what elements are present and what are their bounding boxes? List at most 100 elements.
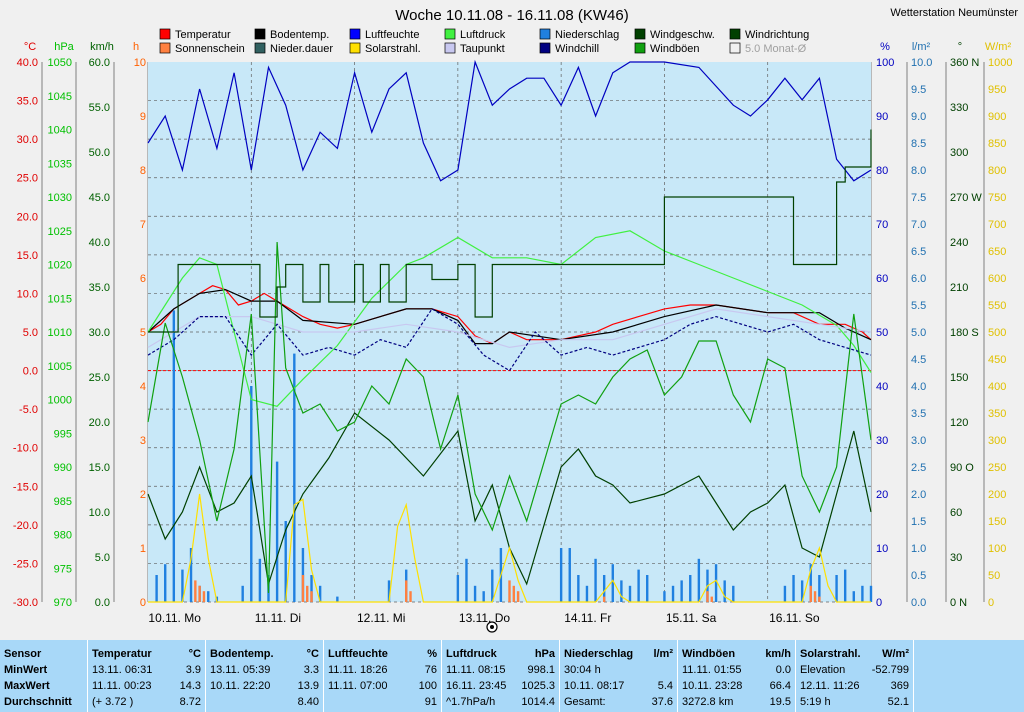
stats-value: 0.0 (775, 664, 791, 676)
legend-swatch (539, 28, 551, 40)
stats-value: 13.9 (297, 680, 319, 692)
stats-header: Temperatur °C (92, 646, 201, 662)
series-windben (147, 241, 872, 594)
axis-tick-label: 80 (876, 165, 888, 177)
bar-niederschlag (818, 575, 821, 602)
stats-header: Solarstrahl. W/m² (800, 646, 909, 662)
bar-niederschlag (792, 575, 795, 602)
bar-niederschlag (293, 353, 296, 602)
stats-row: 11.11. 07:00 100 (328, 678, 437, 694)
bar-niederschlag (611, 564, 614, 602)
bar-niederschlag (482, 591, 485, 602)
axis-tick-label: 990 (54, 462, 72, 474)
axis-tick-label: -15.0 (13, 481, 38, 493)
x-axis-labels: 10.11. Mo 11.11. Di 12.11. Mi 13.11. Do 14.1… (148, 611, 820, 625)
legend: Temperatur Sonnenschein Bodentemp. Nieder.d… (159, 28, 809, 55)
stats-value: 100 (418, 680, 437, 692)
axis-tick-label: 10.0 (89, 507, 110, 519)
legend-label: Solarstrahl. (365, 43, 421, 55)
axis-tick-label: 0.5 (911, 570, 926, 582)
axis-tick-label: 330 (950, 102, 968, 114)
axis-tick-label: -30.0 (13, 597, 38, 609)
stats-cell: (+ 3.72 ) (92, 696, 134, 708)
stats-cell: Elevation (800, 664, 846, 676)
stats-row: 8.40 (210, 694, 319, 710)
bar-niederschlag (465, 558, 468, 602)
bar-sonnenschein (809, 585, 812, 602)
legend-swatch (349, 28, 361, 40)
stats-cell: MinWert (4, 664, 48, 676)
axis-tick-label: 45.0 (89, 192, 110, 204)
stats-cell: 11.11. 01:55 (682, 664, 742, 676)
stats-value: 5.4 (657, 680, 673, 692)
bar-niederschlag (723, 580, 726, 602)
bar-sonnenschein (602, 596, 606, 602)
axis-tick-label: 1000 (48, 395, 72, 407)
axis-tick-label: 360 N (950, 57, 979, 69)
bar-niederschlag (783, 585, 787, 602)
stats-value: 8.72 (179, 696, 201, 708)
axis-tick-label: 550 (988, 300, 1006, 312)
bar-niederschlag (852, 591, 855, 602)
stats-row: 3272.8 km 19.5 (682, 694, 791, 710)
legend-swatch (539, 42, 551, 54)
station-name: Wetterstation Neumünster (890, 7, 1018, 19)
axis-tick-label: 90 O (950, 462, 974, 474)
legend-swatch (729, 28, 741, 40)
axis-tick-label: 970 (54, 597, 72, 609)
axis-title-kmh: km/h (90, 41, 114, 53)
stats-header: Luftdruck hPa (446, 646, 555, 662)
bar-sonnenschein (301, 575, 305, 602)
axis-tick-label: 180 S (950, 327, 979, 339)
bar-niederschlag (628, 585, 632, 602)
legend-label: 5.0 Monat-Ø (745, 43, 807, 55)
axis-tick-label: 20 (876, 489, 888, 501)
axis-tick-label: 750 (988, 192, 1006, 204)
bar-niederschlag (861, 585, 864, 602)
axis-tick-label: 975 (54, 563, 72, 575)
axis-tick-label: 6 (140, 273, 146, 285)
bar-niederschlag (284, 521, 287, 602)
axis-tick-label: 30.0 (17, 134, 38, 146)
axis-tick-label: 0 (876, 597, 882, 609)
bar-sonnenschein (706, 591, 709, 602)
x-tick-label: 14.11. Fr (564, 611, 611, 625)
axis-tick-label: 100 (876, 57, 894, 69)
stats-value: 1014.4 (521, 696, 555, 708)
stats-row: (+ 3.72 ) 8.72 (92, 694, 201, 710)
stats-cell: Luftdruck (446, 648, 497, 660)
axis-tick-label: 6.5 (911, 246, 926, 258)
stats-value: 52.1 (887, 696, 909, 708)
x-tick-label: 15.11. Sa (666, 611, 717, 625)
bar-sonnenschein (516, 591, 520, 602)
bar-niederschlag (869, 585, 873, 602)
axis-tick-label: 15.0 (17, 250, 38, 262)
axis-tick-label: 5.0 (95, 552, 110, 564)
x-tick-label: 11.11. Di (255, 611, 301, 625)
axis-tick-label: 50 (876, 327, 888, 339)
stats-cell: Solarstrahl. (800, 648, 861, 660)
bar-sonnenschein (306, 585, 309, 602)
stats-cell: 13.11. 06:31 (92, 664, 153, 676)
chart-title: Woche 10.11.08 - 16.11.08 (KW46) (395, 7, 628, 24)
axis-tick-label: 300 (950, 147, 968, 159)
axis-tick-label: 7.5 (911, 192, 926, 204)
stats-cell: Luftfeuchte (328, 648, 388, 660)
bar-niederschlag (318, 585, 322, 602)
legend-swatch (254, 28, 266, 40)
axis-tick-label: 0.0 (95, 597, 110, 609)
line-series (147, 59, 872, 603)
legend-label: Windchill (555, 43, 599, 55)
legend-swatch (634, 28, 646, 40)
bar-sonnenschein (405, 580, 408, 602)
legend-swatch (444, 42, 456, 54)
stats-cell: 11.11. 08:15 (446, 664, 506, 676)
stats-column: Windböen km/h 11.11. 01:55 0.0 10.11. 23:28 6… (678, 640, 796, 712)
stats-value: 1025.3 (521, 680, 555, 692)
axis-tick-label: 1 (140, 543, 146, 555)
stats-value: 3.9 (185, 664, 201, 676)
axis-tick-label: 210 (950, 282, 968, 294)
axis-tick-label: 600 (988, 273, 1006, 285)
axis-tick-label: 1040 (48, 125, 72, 137)
axis-tick-label: 5.0 (23, 327, 38, 339)
